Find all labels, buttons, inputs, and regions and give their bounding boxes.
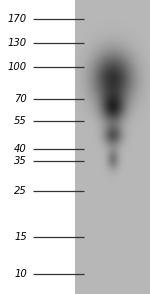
Text: 40: 40 [14,144,27,154]
Text: 170: 170 [8,14,27,24]
Text: 10: 10 [14,269,27,279]
Text: 15: 15 [14,233,27,243]
Text: 70: 70 [14,94,27,104]
Text: 130: 130 [8,38,27,48]
Text: 35: 35 [14,156,27,166]
Text: 55: 55 [14,116,27,126]
Text: 25: 25 [14,186,27,196]
Text: 100: 100 [8,62,27,72]
